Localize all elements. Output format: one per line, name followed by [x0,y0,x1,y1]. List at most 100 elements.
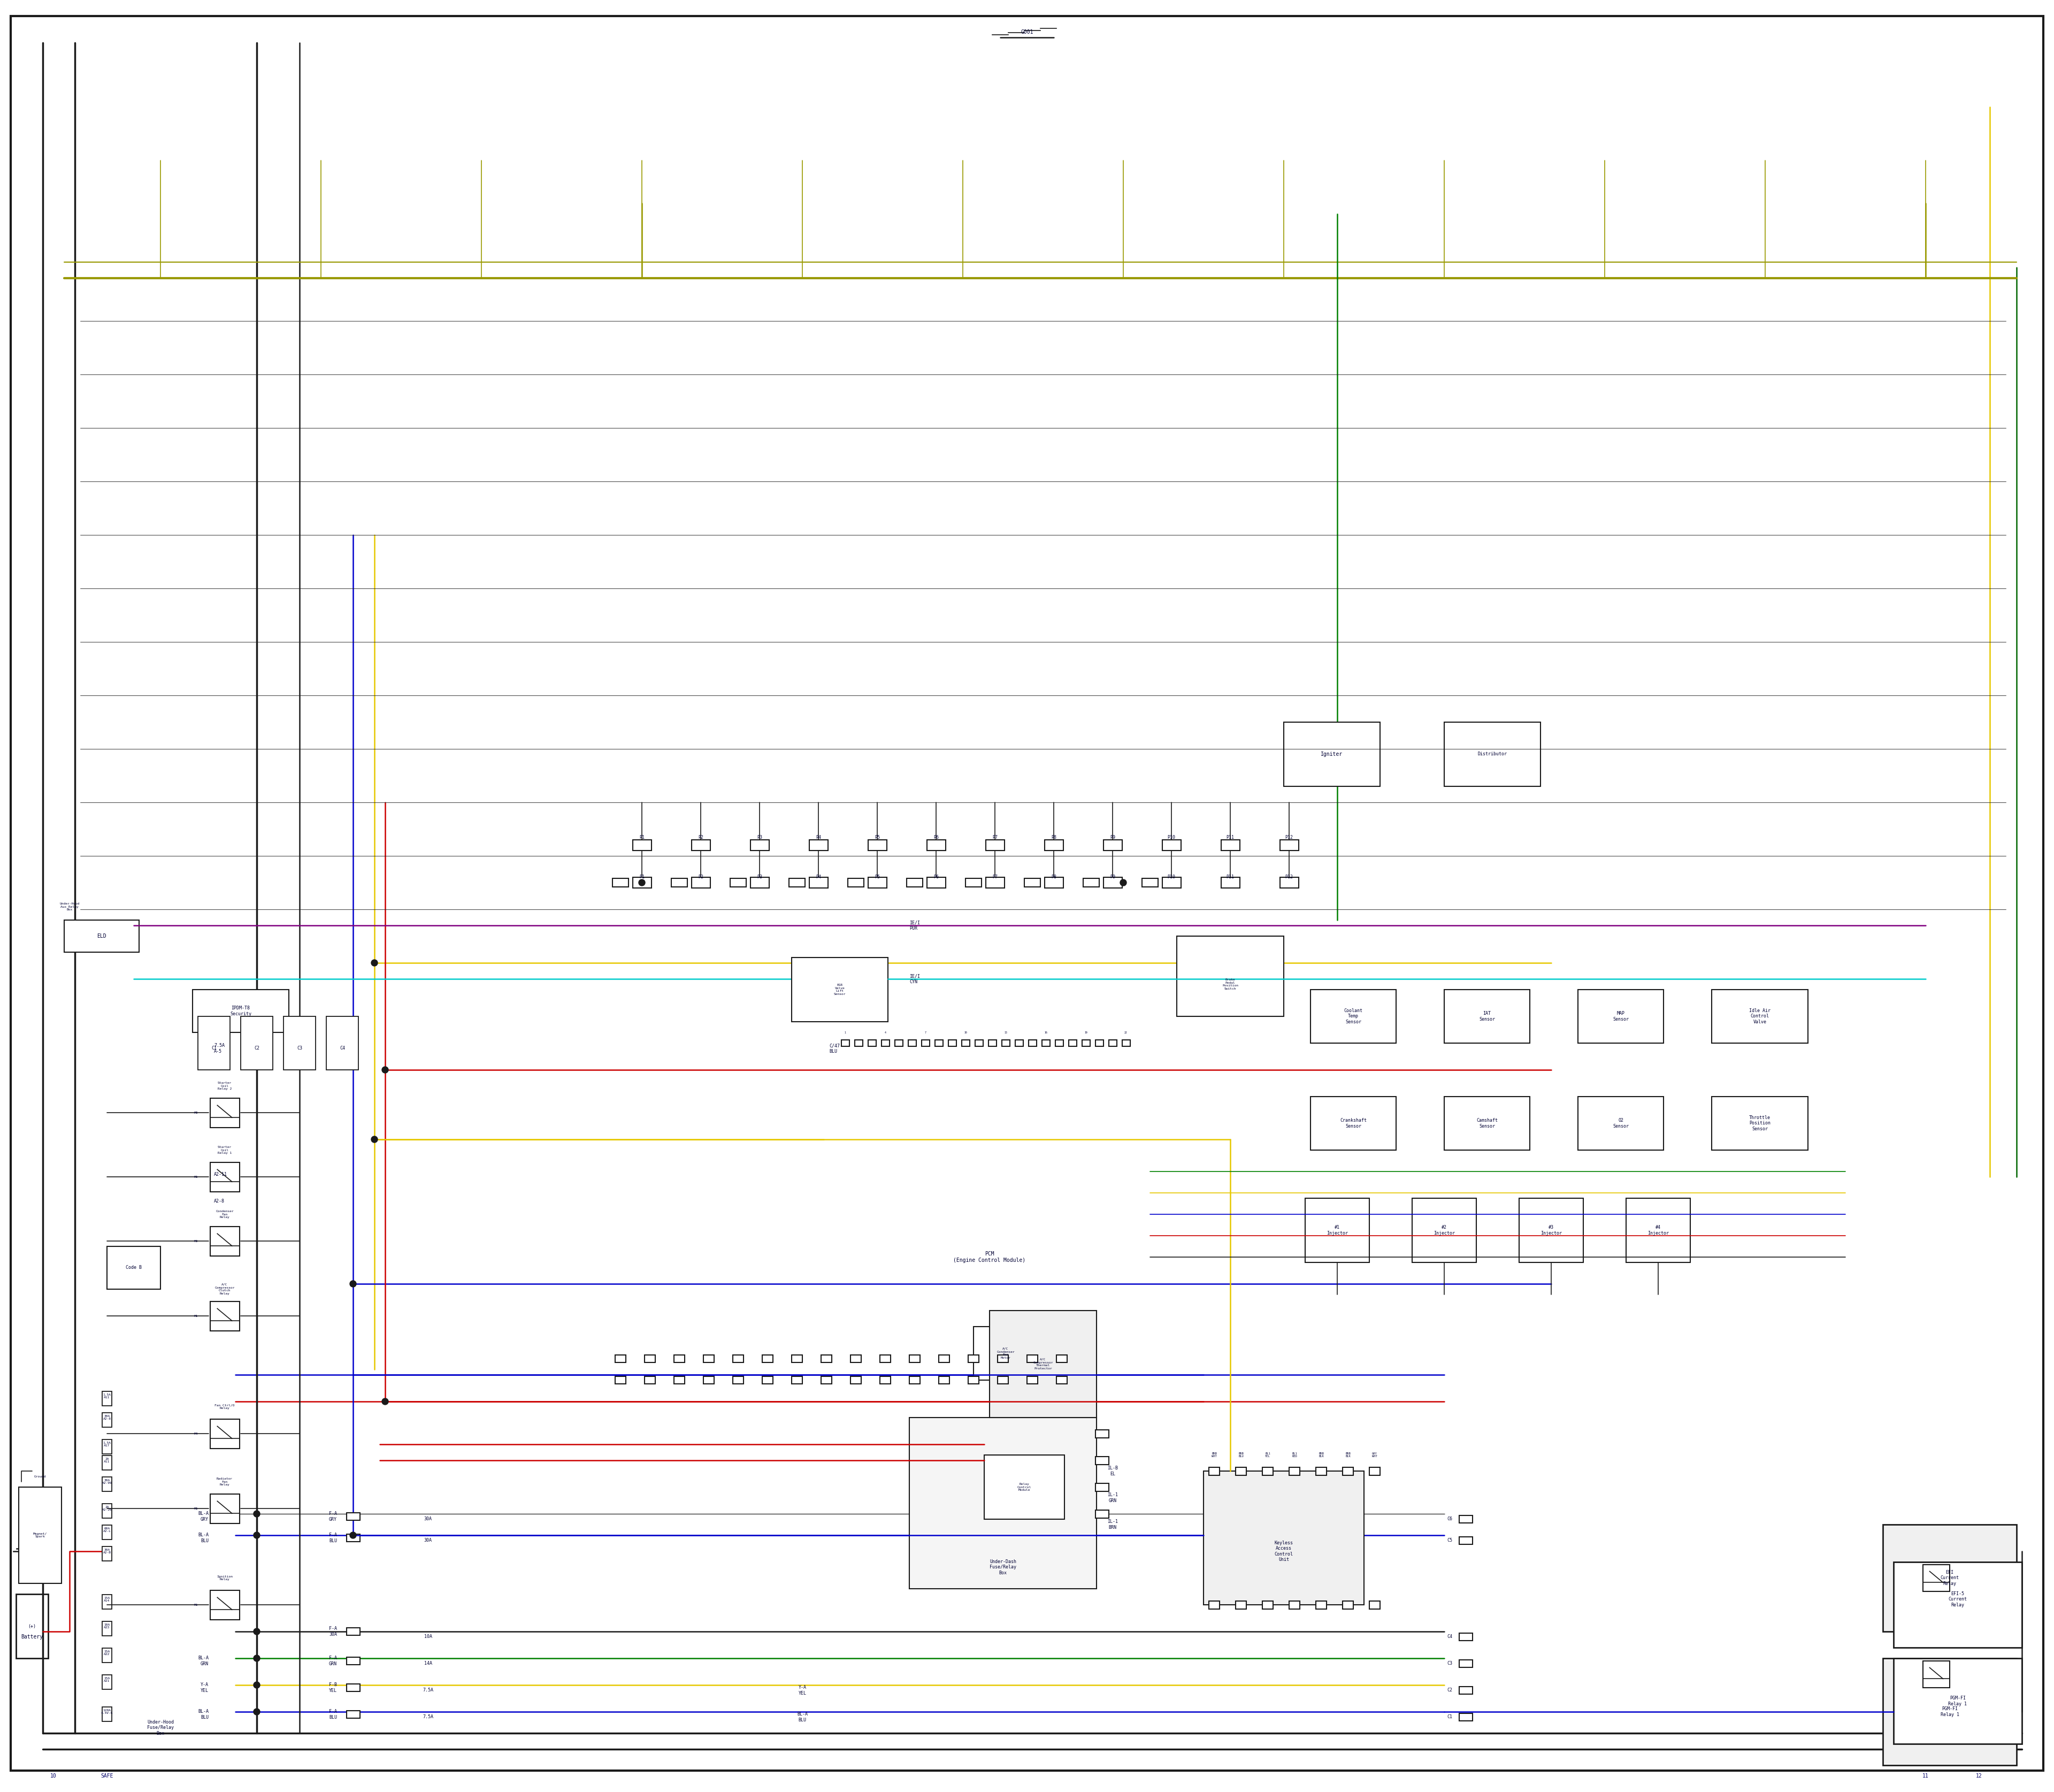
Text: BL1
TEL: BL1 TEL [1265,1452,1269,1459]
Circle shape [253,1708,261,1715]
Bar [998,1376,1009,1383]
Text: P6: P6 [933,874,939,880]
Bar [210,1301,240,1331]
Bar [240,1016,273,1070]
Text: P12: P12 [1286,874,1294,880]
Bar [910,1417,1097,1590]
Bar [633,878,651,889]
Circle shape [382,1066,388,1073]
Text: Magnet/
Spark: Magnet/ Spark [33,1532,47,1538]
Text: C4: C4 [339,1047,345,1050]
Bar [1894,1658,2021,1744]
Bar [1884,1525,2017,1631]
Text: IL-1
GRN: IL-1 GRN [1107,1493,1117,1503]
Bar [984,1455,1064,1520]
Bar [850,1355,861,1362]
Text: Igniter: Igniter [1321,751,1343,756]
Bar [1923,1661,1949,1688]
Bar [1458,1659,1473,1667]
Bar [762,1355,772,1362]
Text: F-A
BLU: F-A BLU [329,1532,337,1543]
Circle shape [253,1656,261,1661]
Bar [1043,840,1064,851]
Text: Starter
Coil
Relay 1: Starter Coil Relay 1 [218,1145,232,1154]
Bar [1370,1468,1380,1475]
Bar [733,1355,744,1362]
Bar [1177,935,1284,1016]
Text: BRB
WHT: BRB WHT [1212,1452,1216,1459]
Bar [103,1676,111,1690]
Text: A/C
Condenser
Fan
Motor: A/C Condenser Fan Motor [996,1348,1015,1360]
Bar [692,840,711,851]
Bar [86,1444,236,1711]
Bar [922,1039,928,1047]
Bar [1711,1097,1808,1150]
Bar [791,957,887,1021]
Bar [103,1546,111,1561]
Text: F-A
BLU: F-A BLU [329,1710,337,1720]
Bar [347,1711,359,1719]
Text: GRY
WHT: GRY WHT [1372,1452,1378,1459]
Text: Camshaft
Sensor: Camshaft Sensor [1477,1118,1497,1129]
Bar [967,1376,980,1383]
Text: 22: 22 [1124,1030,1128,1034]
Text: Battery: Battery [21,1634,43,1640]
Bar [327,1016,357,1070]
Bar [848,878,865,887]
Text: BL-A
GRY: BL-A GRY [197,1511,210,1521]
Bar [107,1247,160,1288]
Text: A/C
Compressor
Thermal
Protector: A/C Compressor Thermal Protector [1033,1358,1054,1371]
Bar [908,1039,916,1047]
Circle shape [382,1398,388,1405]
Circle shape [253,1511,261,1518]
Bar [830,1043,1150,1283]
Circle shape [253,1532,261,1539]
Text: BL1
RED: BL1 RED [1292,1452,1296,1459]
Bar [988,1039,996,1047]
Bar [1109,1039,1117,1047]
Bar [986,840,1004,851]
Bar [1317,1600,1327,1609]
Bar [1237,1600,1247,1609]
Bar [1095,1039,1103,1047]
Text: P6: P6 [933,835,939,840]
Bar [103,1708,111,1722]
Bar [18,1487,62,1584]
Text: PGM-FI
Relay 1: PGM-FI Relay 1 [1941,1706,1960,1717]
Text: Y-A
YEL: Y-A YEL [799,1684,807,1695]
Text: C1: C1 [1446,1715,1452,1720]
Text: C2: C2 [255,1047,259,1050]
Bar [990,1310,1097,1417]
Bar [283,1016,316,1070]
Bar [1370,1600,1380,1609]
Bar [1317,1468,1327,1475]
Text: 7.5A
A-5: 7.5A A-5 [214,1043,224,1054]
Bar [976,1039,984,1047]
Bar [1056,1039,1064,1047]
Text: 13: 13 [1004,1030,1006,1034]
Text: 7.5A: 7.5A [423,1715,433,1720]
Circle shape [349,1281,355,1287]
Text: C3: C3 [1446,1661,1452,1667]
Bar [789,878,805,887]
Bar [1444,722,1540,787]
Text: #2
Injector: #2 Injector [1434,1226,1454,1235]
Bar [103,1649,111,1663]
Circle shape [1119,880,1126,885]
Bar [103,1412,111,1426]
Bar [210,1590,240,1620]
Bar [762,1376,772,1383]
Text: P11: P11 [1226,835,1234,840]
Text: 30A: 30A [423,1516,431,1521]
Text: P1: P1 [639,874,645,880]
Text: Fan Ctrl/O
Relay: Fan Ctrl/O Relay [214,1403,234,1410]
Bar [935,1039,943,1047]
Text: Ground: Ground [35,1475,45,1478]
Text: Coolant
Temp
Sensor: Coolant Temp Sensor [1343,1009,1362,1025]
Text: P10: P10 [1167,874,1175,880]
Text: P2: P2 [698,874,702,880]
Bar [869,878,887,889]
Text: F-A
GRY: F-A GRY [329,1511,337,1521]
Text: IE/I
PUR: IE/I PUR [910,921,920,930]
Bar [1041,1039,1050,1047]
